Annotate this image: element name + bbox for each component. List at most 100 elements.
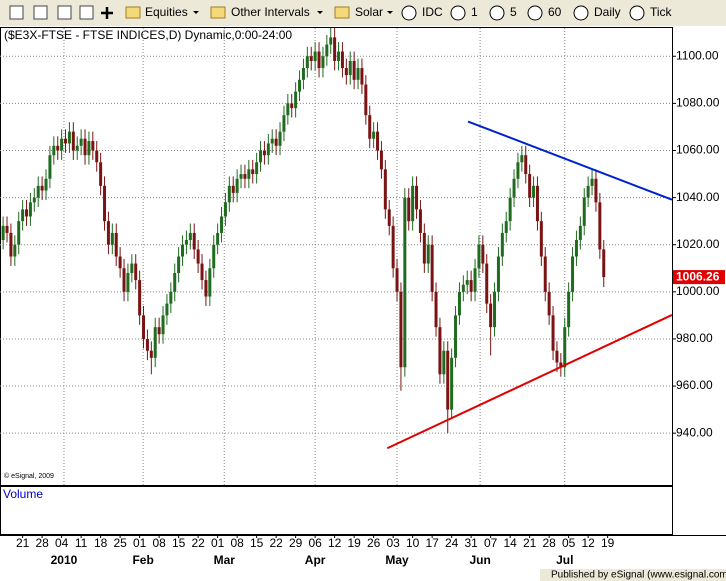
candle-body <box>247 169 251 179</box>
tool-icon[interactable] <box>33 5 48 20</box>
candle-body <box>333 37 337 61</box>
symbol-icon[interactable] <box>401 5 417 21</box>
candle-body <box>379 150 383 170</box>
candle-body <box>87 141 91 156</box>
candle-body <box>559 362 563 368</box>
candle-body <box>317 51 321 69</box>
month-label: Jun <box>469 553 490 567</box>
candle-body <box>71 131 75 151</box>
x-tick-label: 12 <box>581 536 595 550</box>
y-tick-label: 1060.00 <box>676 143 720 157</box>
y-tick-label: 1040.00 <box>676 190 720 204</box>
candle-body <box>547 291 551 316</box>
btn-5[interactable]: 5 <box>510 5 517 19</box>
candle-body <box>17 221 21 245</box>
candle-body <box>520 155 524 163</box>
interval-icon[interactable] <box>450 5 466 21</box>
candle-body <box>309 56 313 61</box>
interval-icon[interactable] <box>489 5 505 21</box>
x-tick-label: 12 <box>328 536 342 550</box>
interval-icon[interactable] <box>573 5 589 21</box>
x-tick-label: 14 <box>503 536 517 550</box>
candle-body <box>496 256 500 292</box>
candle-body <box>270 138 274 144</box>
menu-intervals[interactable]: Other Intervals <box>231 5 310 19</box>
dropdown-arrow <box>317 11 323 14</box>
candle-body <box>106 221 110 245</box>
candle-body <box>227 185 231 203</box>
interval-icon[interactable] <box>527 5 543 21</box>
candle-body <box>485 263 489 304</box>
candle-body <box>586 185 590 198</box>
candle-body <box>157 327 161 335</box>
candle-body <box>469 280 473 292</box>
candle-body <box>231 185 235 193</box>
candle-body <box>504 221 508 233</box>
tool-icon[interactable] <box>9 5 24 20</box>
x-tick-label: 07 <box>484 536 498 550</box>
candle-body <box>461 284 465 292</box>
candle-body <box>114 232 118 257</box>
x-tick-label: 24 <box>445 536 459 550</box>
candle-body <box>56 145 60 151</box>
folder-icon[interactable] <box>210 6 226 19</box>
x-tick-label: 15 <box>172 536 186 550</box>
candle-body <box>149 350 153 358</box>
candle-body <box>181 244 185 257</box>
candle-body <box>220 216 224 233</box>
menu-solar[interactable]: Solar <box>355 5 383 19</box>
x-tick-label: 21 <box>523 536 537 550</box>
candle-body <box>305 56 309 69</box>
candle-body <box>594 178 598 203</box>
candle-body <box>251 169 255 175</box>
candle-body <box>40 185 44 191</box>
candle-body <box>571 256 575 292</box>
candle-body <box>103 185 107 222</box>
x-tick-label: 04 <box>55 536 69 550</box>
btn-tick[interactable]: Tick <box>650 5 673 19</box>
add-icon[interactable] <box>101 7 113 19</box>
btn-idc[interactable]: IDC <box>422 5 443 19</box>
tool-icon[interactable] <box>57 5 72 20</box>
candle-body <box>262 150 266 156</box>
candle-body <box>243 174 247 179</box>
candle-body <box>21 209 25 222</box>
folder-icon[interactable] <box>125 6 141 19</box>
candle-body <box>208 268 212 297</box>
menu-equities[interactable]: Equities <box>145 5 188 19</box>
x-tick-label: 18 <box>94 536 108 550</box>
tool-icon[interactable] <box>79 5 94 20</box>
candle-body <box>126 272 130 292</box>
candle-body <box>574 240 578 257</box>
candle-body <box>411 185 415 222</box>
candle-body <box>64 138 68 144</box>
candle-body <box>48 155 52 179</box>
interval-icon[interactable] <box>629 5 645 21</box>
candle-body <box>79 138 83 146</box>
candle-body <box>169 291 173 304</box>
candle-body <box>313 51 317 61</box>
candle-body <box>177 256 181 273</box>
candle-body <box>535 185 539 222</box>
candle-body <box>582 197 586 226</box>
candle-body <box>481 244 485 264</box>
month-label: Mar <box>214 553 236 567</box>
candle-body <box>282 115 286 132</box>
candle-body <box>75 145 79 151</box>
candle-body <box>44 178 48 191</box>
btn-60[interactable]: 60 <box>548 5 562 19</box>
footer-bg <box>540 569 726 581</box>
folder-icon[interactable] <box>334 6 350 19</box>
candle-body <box>278 131 282 146</box>
x-tick-label: 15 <box>250 536 264 550</box>
candle-body <box>512 178 516 198</box>
x-tick-label: 03 <box>386 536 400 550</box>
x-tick-label: 01 <box>133 536 147 550</box>
btn-daily[interactable]: Daily <box>594 5 621 19</box>
candle-body <box>286 103 290 116</box>
btn-1[interactable]: 1 <box>471 5 478 19</box>
candle-body <box>454 315 458 358</box>
x-tick-label: 17 <box>425 536 439 550</box>
